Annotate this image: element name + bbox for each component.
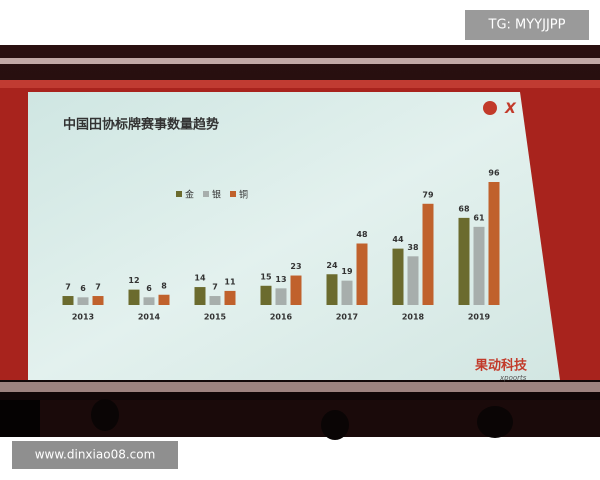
value-label: 96 — [488, 169, 500, 178]
bar — [62, 296, 74, 305]
value-label: 24 — [326, 261, 338, 270]
audience — [0, 400, 40, 437]
audience-head — [477, 406, 513, 438]
value-label: 6 — [146, 284, 152, 293]
bar — [209, 296, 221, 305]
bar — [143, 297, 155, 305]
watermark-box — [465, 10, 589, 40]
value-label: 6 — [80, 284, 86, 293]
bar — [92, 296, 104, 305]
bar — [128, 289, 140, 305]
watermark-box — [12, 441, 178, 469]
bar — [356, 243, 368, 305]
value-label: 12 — [128, 276, 139, 285]
value-label: 68 — [458, 204, 470, 213]
watermark: TG: MYYJJPP — [488, 18, 566, 33]
audience-head — [91, 399, 119, 431]
logo-sub: xpoorts — [499, 374, 527, 382]
bar — [224, 290, 236, 305]
value-label: 11 — [224, 277, 236, 286]
logo: 果动科技 — [474, 358, 528, 374]
bar — [290, 275, 302, 305]
chart: 金银铜20137 6 72014126 8201514711201615 1323201… — [62, 169, 500, 322]
value-label: 8 — [161, 281, 167, 290]
value-label: 48 — [356, 230, 368, 239]
bar — [275, 288, 287, 305]
light-strip — [0, 58, 600, 64]
value-label: 14 — [194, 274, 206, 283]
x-tick-label: 2018 — [402, 313, 425, 322]
logo-icon — [483, 101, 497, 115]
bar — [260, 285, 272, 305]
watermark: www.dinxiao08.com — [35, 448, 156, 462]
bar — [407, 256, 419, 305]
slide — [28, 92, 560, 380]
bar — [341, 280, 353, 305]
audience-head — [321, 410, 349, 440]
x-tick-label: 2019 — [468, 313, 491, 322]
logo: X — [504, 101, 517, 117]
value-label: 7 — [95, 283, 101, 292]
value-label: 15 — [260, 272, 272, 281]
value-label: 7 — [212, 283, 218, 292]
chart-title: 中国田协标牌赛事数量趋势 — [63, 117, 219, 133]
bar — [392, 248, 404, 305]
x-tick-label: 2015 — [204, 313, 227, 322]
legend-label: 金 — [185, 189, 194, 201]
bar — [473, 226, 485, 305]
value-label: 61 — [473, 213, 485, 222]
bar — [422, 203, 434, 305]
value-label: 7 — [65, 283, 71, 292]
legend-swatch — [203, 191, 209, 197]
legend-label: 铜 — [239, 189, 248, 201]
x-tick-label: 2013 — [72, 313, 94, 322]
value-label: 19 — [341, 267, 353, 276]
bar — [326, 274, 338, 305]
bar — [488, 182, 500, 305]
stage-red — [0, 80, 600, 88]
legend-label: 银 — [212, 189, 221, 201]
legend-swatch — [230, 191, 236, 197]
bar — [77, 297, 89, 305]
light-strip — [0, 382, 600, 392]
value-label: 23 — [290, 262, 301, 271]
bar — [158, 294, 170, 305]
x-tick-label: 2016 — [270, 313, 293, 322]
x-tick-label: 2017 — [336, 313, 358, 322]
value-label: 44 — [392, 235, 404, 244]
legend-swatch — [176, 191, 182, 197]
bar — [194, 287, 206, 305]
bar — [458, 217, 470, 305]
value-label: 13 — [275, 275, 286, 284]
value-label: 38 — [407, 243, 419, 252]
x-tick-label: 2014 — [138, 313, 161, 322]
value-label: 79 — [422, 190, 434, 199]
